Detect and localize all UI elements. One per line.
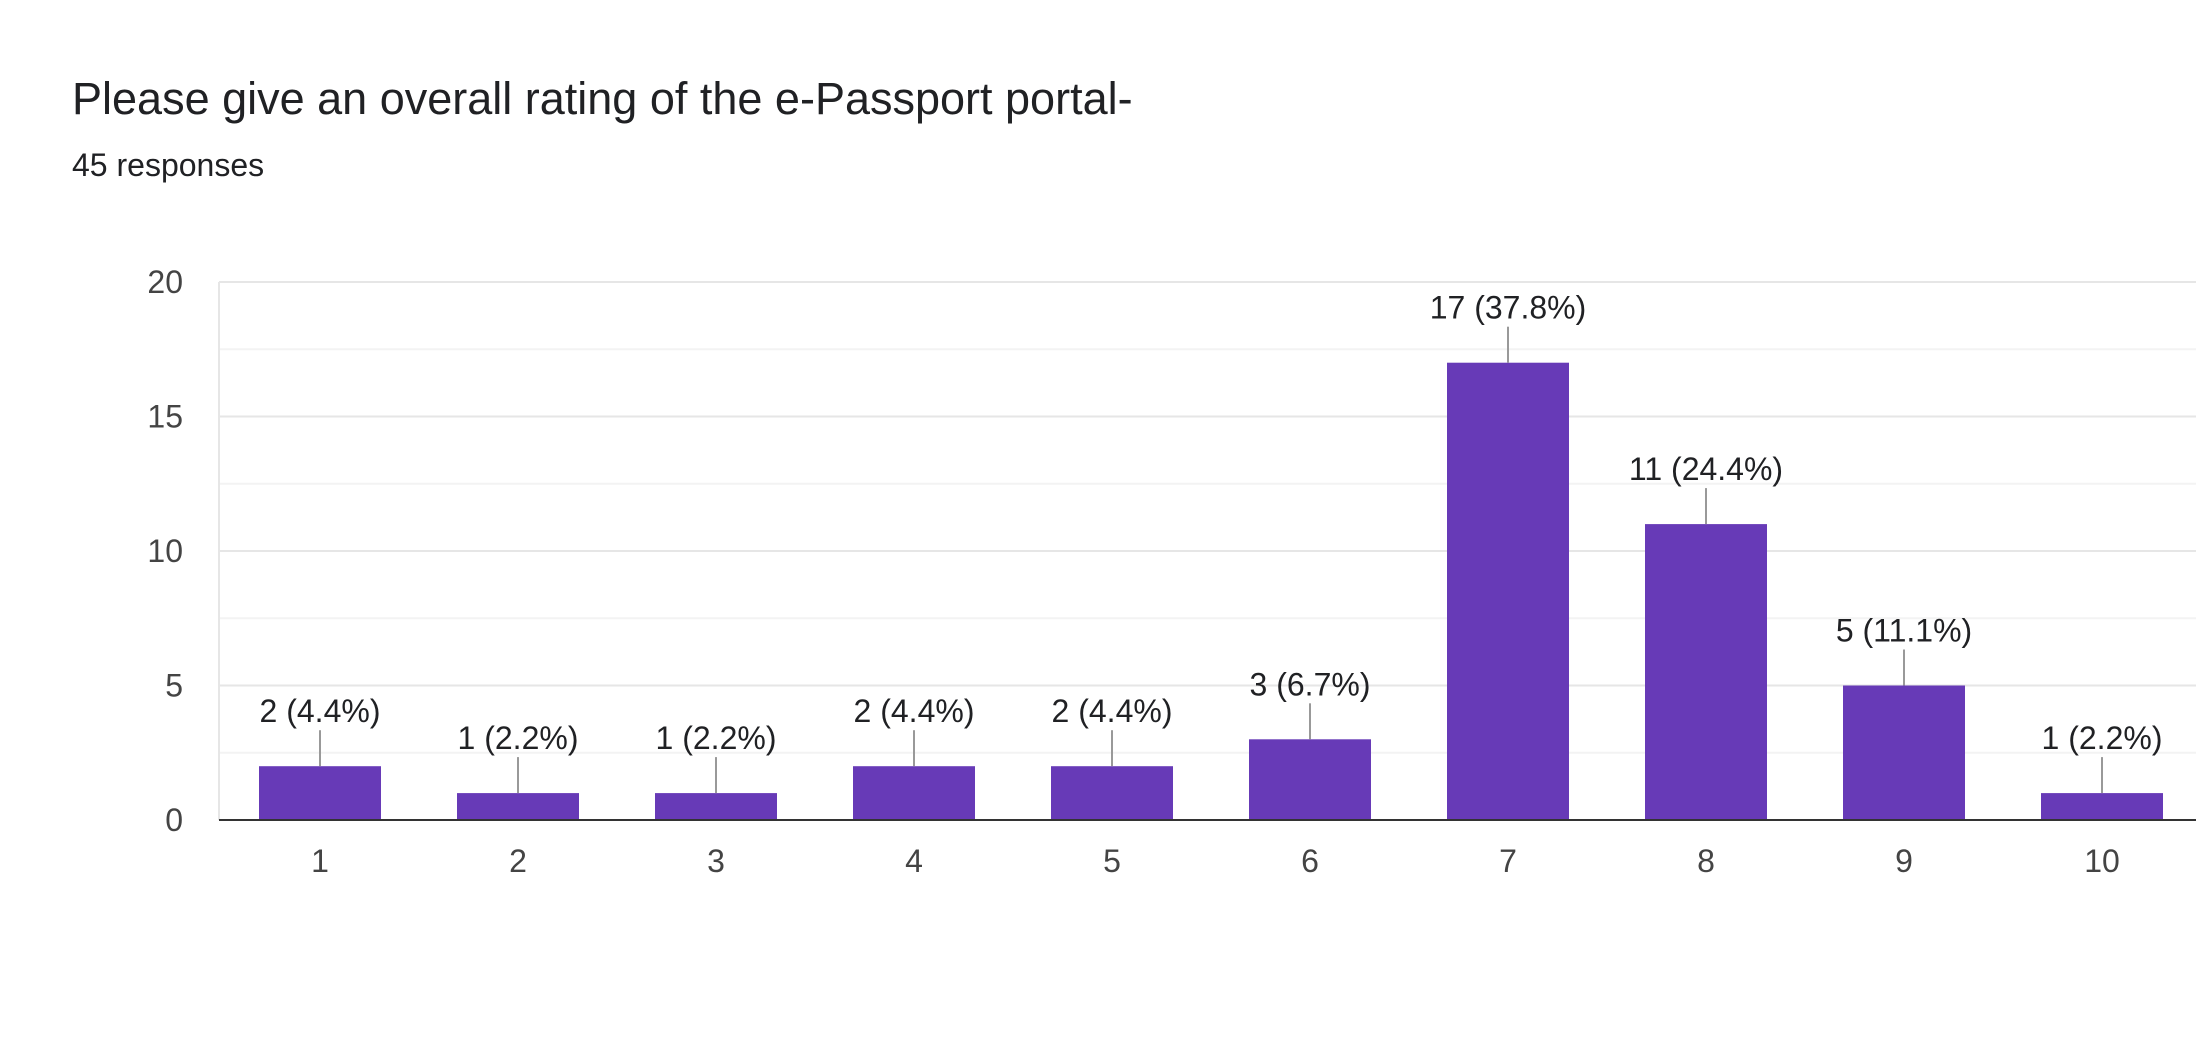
- x-tick-label: 3: [707, 843, 725, 879]
- bars: [259, 362, 2163, 820]
- bar-rating-4: [853, 766, 975, 820]
- y-axis-ticks: 0 5 10 15 20: [147, 264, 183, 838]
- response-count: 45 responses: [72, 147, 265, 183]
- x-tick-label: 4: [905, 843, 923, 879]
- x-tick-label: 5: [1103, 843, 1121, 879]
- bar-rating-8: [1645, 524, 1767, 820]
- x-tick-label: 6: [1301, 843, 1319, 879]
- bar-rating-6: [1249, 739, 1371, 820]
- bar-rating-7: [1447, 362, 1569, 820]
- y-tick-label: 15: [147, 399, 183, 435]
- y-tick-label: 5: [165, 668, 183, 704]
- data-label: 2 (4.4%): [260, 693, 381, 729]
- y-tick-label: 0: [165, 802, 183, 838]
- bar-rating-1: [259, 766, 381, 820]
- chart-title: Please give an overall rating of the e-P…: [72, 73, 1133, 124]
- data-label: 1 (2.2%): [458, 720, 579, 756]
- data-label: 11 (24.4%): [1629, 451, 1783, 487]
- bar-rating-10: [2041, 793, 2163, 820]
- x-tick-label: 10: [2084, 843, 2120, 879]
- data-label: 17 (37.8%): [1430, 290, 1587, 326]
- x-axis-ticks: 1 2 3 4 5 6 7 8 9 10: [311, 843, 2120, 879]
- grid-lines: [218, 281, 2196, 820]
- label-leader-lines: [319, 326, 2103, 794]
- x-tick-label: 9: [1895, 843, 1913, 879]
- bar-rating-2: [457, 793, 579, 820]
- data-label: 1 (2.2%): [2042, 720, 2163, 756]
- x-tick-label: 8: [1697, 843, 1715, 879]
- x-tick-label: 2: [509, 843, 527, 879]
- bar-rating-9: [1843, 685, 1965, 820]
- data-label: 3 (6.7%): [1250, 666, 1371, 702]
- y-tick-label: 20: [147, 264, 183, 300]
- data-label: 5 (11.1%): [1836, 613, 1972, 649]
- x-tick-label: 1: [311, 843, 329, 879]
- bar-rating-3: [655, 793, 777, 820]
- bar-rating-5: [1051, 766, 1173, 820]
- data-label: 2 (4.4%): [1052, 693, 1173, 729]
- data-label: 2 (4.4%): [854, 693, 975, 729]
- data-label: 1 (2.2%): [656, 720, 777, 756]
- data-labels: 2 (4.4%) 1 (2.2%) 1 (2.2%) 2 (4.4%) 2 (4.4%)…: [260, 290, 2163, 756]
- x-tick-label: 7: [1499, 843, 1517, 879]
- y-tick-label: 10: [147, 533, 183, 569]
